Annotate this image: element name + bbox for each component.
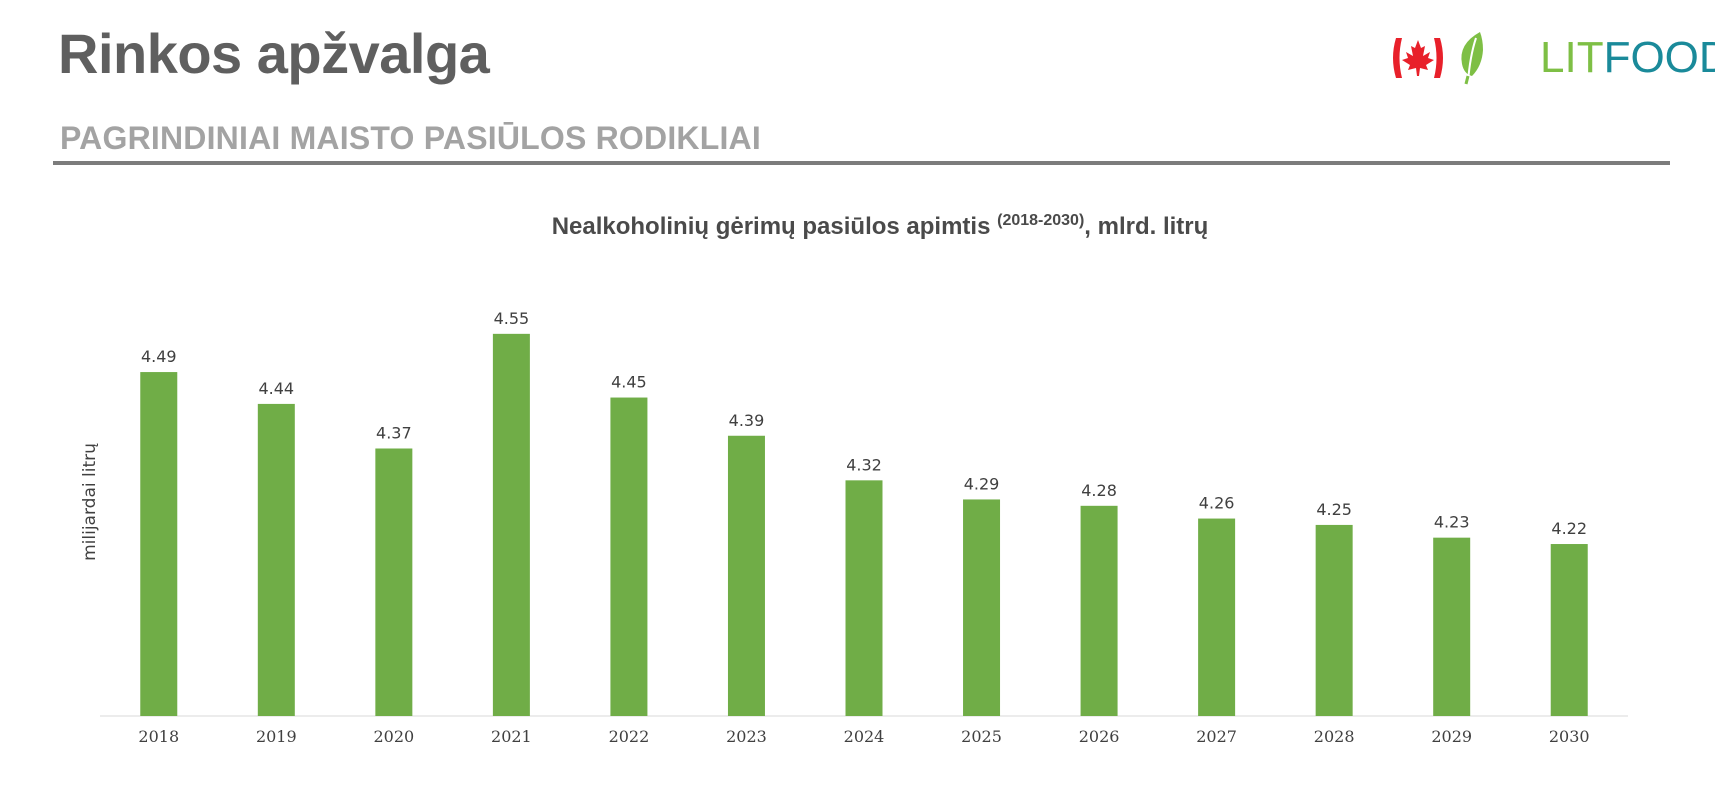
bar-2023: [727, 435, 765, 716]
data-label-2025: 4.29: [964, 474, 1000, 493]
bar-2022: [610, 397, 648, 716]
chart-title: Nealkoholinių gėrimų pasiūlos apimtis (2…: [0, 212, 1715, 241]
bar-2025: [963, 499, 1001, 716]
x-tick-2019: 2019: [256, 727, 297, 746]
x-tick-2018: 2018: [138, 727, 179, 746]
x-tick-2027: 2027: [1196, 727, 1237, 746]
bar-2028: [1315, 524, 1353, 716]
bar-2020: [375, 448, 413, 716]
data-label-2021: 4.55: [494, 309, 530, 328]
bar-2026: [1080, 505, 1118, 716]
data-label-2018: 4.49: [141, 347, 177, 366]
data-label-2022: 4.45: [611, 373, 647, 392]
x-tick-2023: 2023: [726, 727, 767, 746]
data-label-2027: 4.26: [1199, 494, 1235, 513]
logo-text: LITFOOD: [1540, 36, 1715, 80]
leaf-icon: [1461, 32, 1483, 85]
x-tick-2026: 2026: [1079, 727, 1120, 746]
section-divider: [53, 161, 1670, 165]
data-label-2026: 4.28: [1081, 481, 1117, 500]
x-tick-2020: 2020: [373, 727, 414, 746]
bar-2029: [1433, 537, 1471, 716]
x-tick-2021: 2021: [491, 727, 532, 746]
data-label-2020: 4.37: [376, 423, 412, 442]
bar-2018: [140, 372, 178, 716]
data-label-2019: 4.44: [258, 379, 294, 398]
bar-2021: [492, 333, 530, 716]
page-title: Rinkos apžvalga: [58, 22, 490, 85]
canada-flag-icon: [1393, 38, 1443, 78]
bar-2030: [1550, 544, 1588, 716]
x-tick-2028: 2028: [1314, 727, 1355, 746]
bar-2024: [845, 480, 883, 716]
data-label-2024: 4.32: [846, 455, 882, 474]
bar-2019: [257, 403, 295, 716]
bars-group: 4.49 2018 4.44 2019 4.37 2020 4.55 2021 4.45 2022…: [138, 309, 1589, 746]
x-tick-2025: 2025: [961, 727, 1002, 746]
logo: [1393, 32, 1483, 85]
data-label-2023: 4.39: [729, 411, 765, 430]
data-label-2028: 4.25: [1316, 500, 1352, 519]
logo-lit: LIT: [1540, 33, 1604, 82]
chart-title-sup: (2018-2030): [997, 212, 1085, 229]
x-tick-2022: 2022: [609, 727, 650, 746]
data-label-2030: 4.22: [1551, 519, 1587, 538]
bar-2027: [1198, 518, 1236, 716]
section-title: PAGRINDINIAI MAISTO PASIŪLOS RODIKLIAI: [60, 120, 761, 156]
x-tick-2024: 2024: [844, 727, 885, 746]
chart-title-suffix: , mlrd. litrų: [1084, 213, 1209, 240]
x-tick-2030: 2030: [1549, 727, 1590, 746]
x-tick-2029: 2029: [1431, 727, 1472, 746]
logo-food: FOOD: [1603, 33, 1715, 82]
data-label-2029: 4.23: [1434, 513, 1470, 532]
y-axis-title: milijardai litrų: [80, 443, 100, 561]
chart-title-main: Nealkoholinių gėrimų pasiūlos apimtis: [551, 213, 991, 240]
